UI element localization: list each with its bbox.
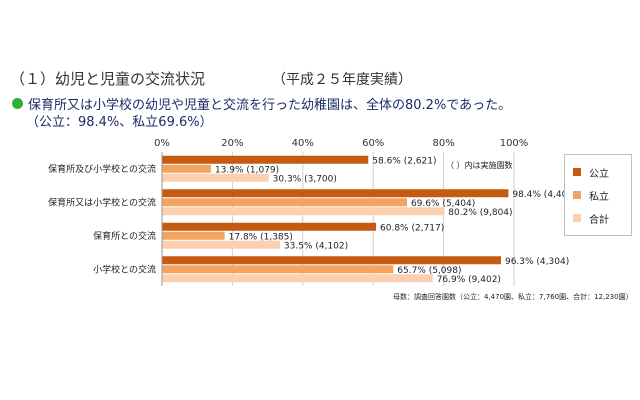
bar-total [162,274,433,283]
x-tick-label: 0% [154,138,170,149]
year-note: （平成２５年度実績） [272,72,412,88]
chart-note: （ ）内は実施園数 [446,160,513,170]
data-label-public: 98.4% (4,400) [512,190,576,200]
legend-item-public: 公立 [573,165,609,180]
bar-public [162,155,369,164]
category-label: 保育所との交流 [93,230,156,242]
chart-legend: 公立 私立 合計 [564,154,632,236]
bar-public [162,256,501,265]
data-label-total: 80.2% (9,804) [448,208,512,218]
data-label-private: 13.9% (1,079) [215,165,279,175]
category-label: 保育所及び小学校との交流 [48,163,156,175]
legend-swatch-total [573,214,581,222]
bar-private [162,231,225,240]
legend-swatch-public [573,168,581,176]
legend-item-total: 合計 [573,211,609,226]
legend-label-public: 公立 [589,168,609,180]
legend-swatch-private [573,191,581,199]
data-label-total: 76.9% (9,402) [437,275,501,285]
data-label-total: 33.5% (4,102) [284,241,348,251]
bar-total [162,207,445,216]
legend-label-private: 私立 [589,191,609,203]
x-tick-label: 40% [292,138,314,149]
chart-footnote: 母数：調査回答園数（公立：4,470園、私立：7,760園、合計：12,230園… [393,292,633,301]
bar-private [162,265,394,274]
bar-private [162,198,407,207]
legend-item-private: 私立 [573,188,609,203]
data-label-private: 65.7% (5,098) [397,266,461,276]
bar-total [162,240,280,249]
bar-total [162,173,269,182]
bar-private [162,164,211,173]
x-tick-label: 60% [362,138,384,149]
data-label-public: 96.3% (4,304) [505,257,569,267]
summary-line: 保育所又は小学校の幼児や児童と交流を行った幼稚園は、全体の80.2%であった。 [28,98,512,113]
x-tick-label: 80% [432,138,454,149]
bar-public [162,222,377,231]
bullet-dot-icon [12,98,23,109]
section-heading: （１）幼児と児童の交流状況 [10,70,206,88]
summary-subline: （公立：98.4%、私立69.6%） [26,115,213,130]
x-tick-label: 20% [221,138,243,149]
data-label-total: 30.3% (3,700) [273,174,337,184]
data-label-public: 58.6% (2,621) [372,156,436,166]
x-tick-label: 100% [500,138,529,149]
data-label-private: 69.6% (5,404) [411,199,475,209]
bar-public [162,189,509,198]
category-label: 小学校との交流 [93,263,156,275]
legend-label-total: 合計 [589,214,609,226]
data-label-private: 17.8% (1,385) [229,232,293,242]
category-label: 保育所又は小学校との交流 [48,196,156,208]
data-label-public: 60.8% (2,717) [380,223,444,233]
